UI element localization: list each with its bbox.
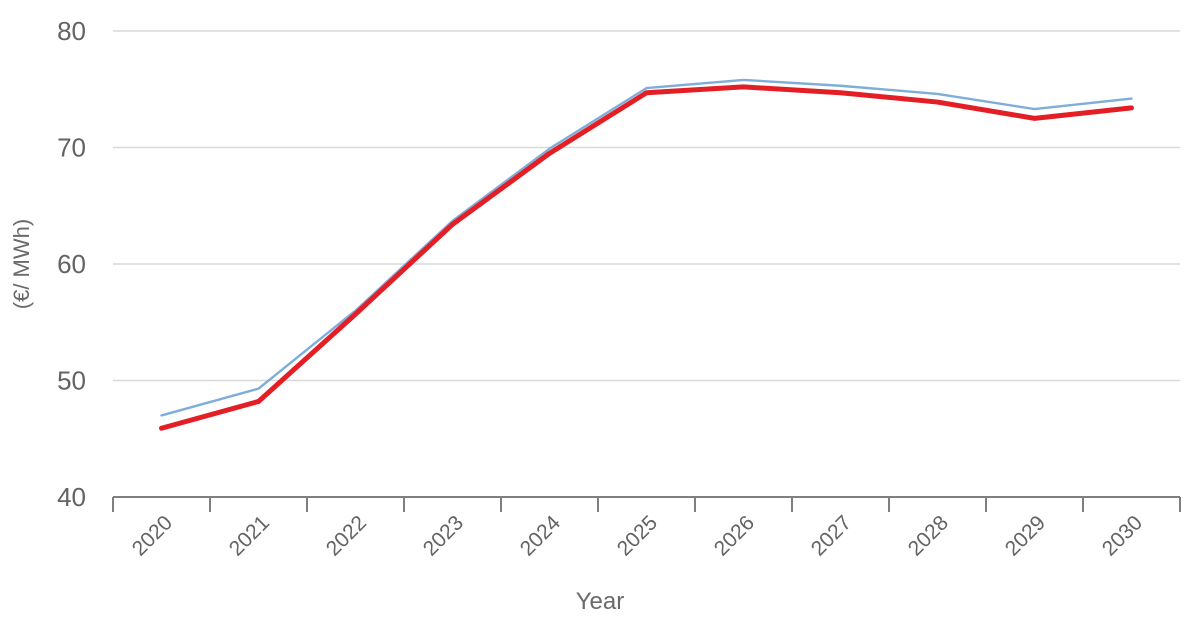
x-tick-label: 2022: [322, 511, 371, 560]
x-tick-label: 2027: [807, 511, 856, 560]
y-tick-label: 50: [57, 366, 86, 396]
series-blue-line: [160, 78, 1133, 417]
x-tick-label: 2020: [128, 511, 177, 560]
x-tick-label: 2028: [904, 511, 953, 560]
y-tick-label: 70: [57, 133, 86, 163]
x-axis-title: Year: [575, 588, 625, 615]
x-tick-label: 2029: [1001, 511, 1050, 560]
x-tick-label: 2030: [1098, 511, 1147, 560]
x-tick-label: 2025: [613, 511, 662, 560]
y-tick-label: 40: [57, 482, 86, 512]
x-tick-label: 2021: [225, 511, 274, 560]
y-tick-label: 60: [57, 249, 86, 279]
series-red-line: [159, 84, 1134, 431]
y-tick-label: 80: [57, 16, 86, 46]
x-tick-label: 2024: [516, 511, 566, 561]
x-tick-label: 2026: [710, 511, 759, 560]
x-tick-label: 2023: [419, 511, 468, 560]
